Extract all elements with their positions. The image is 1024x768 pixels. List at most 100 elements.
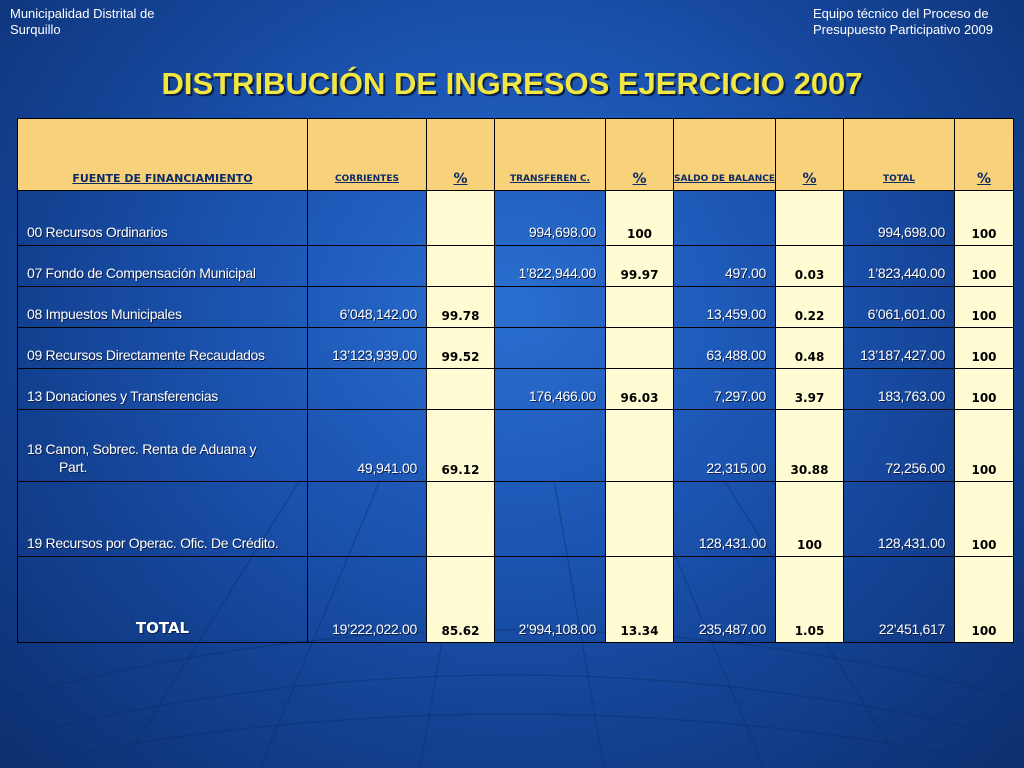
row-2-saldo: 13,459.00 [673, 286, 776, 328]
row-6-pct2 [605, 481, 674, 557]
header-right-line2: Presupuesto Participativo 2009 [813, 22, 993, 37]
row-0-total: 994,698.00 [843, 190, 955, 246]
table-row: 09 Recursos Directamente Recaudados 13’1… [17, 327, 1014, 369]
header-right-line1: Equipo técnico del Proceso de [813, 6, 989, 21]
row-2-pct2 [605, 286, 674, 328]
row-6-total: 128,431.00 [843, 481, 955, 557]
row-2-fuente: 08 Impuestos Municipales [17, 286, 308, 328]
row-6-corrientes [307, 481, 427, 557]
row-4-pct1 [426, 368, 495, 410]
header-transferencias: TRANSFEREN C. [494, 118, 606, 191]
row-6-fuente: 19 Recursos por Operac. Ofic. De Crédito… [17, 481, 308, 557]
row-0-corrientes [307, 190, 427, 246]
row-5-transferencias [494, 409, 606, 482]
total-pct1: 85.62 [426, 556, 495, 643]
total-corrientes: 19’222,022.00 [307, 556, 427, 643]
row-4-pct2: 96.03 [605, 368, 674, 410]
header-left-line1: Municipalidad Distrital de [10, 6, 155, 21]
row-4-pct3: 3.97 [775, 368, 844, 410]
row-3-fuente: 09 Recursos Directamente Recaudados [17, 327, 308, 369]
header-pct-saldo: % [775, 118, 844, 191]
row-5-pct3: 30.88 [775, 409, 844, 482]
table-header-row: FUENTE DE FINANCIAMIENTO CORRIENTES % TR… [17, 118, 1014, 191]
header-left-line2: Surquillo [10, 22, 61, 37]
row-5-fuente: 18 Canon, Sobrec. Renta de Aduana y Part. [17, 409, 308, 482]
row-6-transferencias [494, 481, 606, 557]
row-1-saldo: 497.00 [673, 245, 776, 287]
page-title: DISTRIBUCIÓN DE INGRESOS EJERCICIO 2007 [161, 66, 863, 101]
header-fuente: FUENTE DE FINANCIAMIENTO [17, 118, 308, 191]
row-4-corrientes [307, 368, 427, 410]
header-saldo: SALDO DE BALANCE [673, 118, 776, 191]
row-0-fuente: 00 Recursos Ordinarios [17, 190, 308, 246]
row-6-pct4: 100 [954, 481, 1014, 557]
table-row: 18 Canon, Sobrec. Renta de Aduana y Part.… [17, 409, 1014, 482]
total-total: 22’451,617 [843, 556, 955, 643]
row-2-transferencias [494, 286, 606, 328]
row-2-pct3: 0.22 [775, 286, 844, 328]
total-pct4: 100 [954, 556, 1014, 643]
header-pct-corrientes: % [426, 118, 495, 191]
total-label: TOTAL [17, 556, 308, 643]
row-4-total: 183,763.00 [843, 368, 955, 410]
total-transferencias: 2’994,108.00 [494, 556, 606, 643]
row-0-pct1 [426, 190, 495, 246]
row-3-pct4: 100 [954, 327, 1014, 369]
row-1-total: 1’823,440.00 [843, 245, 955, 287]
row-0-pct3 [775, 190, 844, 246]
row-4-transferencias: 176,466.00 [494, 368, 606, 410]
header-pct-transferencias: % [605, 118, 674, 191]
header-left: Municipalidad Distrital de Surquillo [10, 6, 230, 38]
header-total: TOTAL [843, 118, 955, 191]
header-pct-total: % [954, 118, 1014, 191]
table-row: 00 Recursos Ordinarios 994,698.00 100 99… [17, 190, 1014, 246]
row-4-pct4: 100 [954, 368, 1014, 410]
row-3-corrientes: 13’123,939.00 [307, 327, 427, 369]
row-3-saldo: 63,488.00 [673, 327, 776, 369]
row-5-saldo: 22,315.00 [673, 409, 776, 482]
row-0-pct2: 100 [605, 190, 674, 246]
row-6-pct3: 100 [775, 481, 844, 557]
total-saldo: 235,487.00 [673, 556, 776, 643]
row-2-pct4: 100 [954, 286, 1014, 328]
row-4-saldo: 7,297.00 [673, 368, 776, 410]
row-3-pct1: 99.52 [426, 327, 495, 369]
income-distribution-table: FUENTE DE FINANCIAMIENTO CORRIENTES % TR… [17, 118, 1014, 643]
row-3-pct3: 0.48 [775, 327, 844, 369]
row-1-pct1 [426, 245, 495, 287]
table-row: 19 Recursos por Operac. Ofic. De Crédito… [17, 481, 1014, 557]
row-5-fuente-line1: 18 Canon, Sobrec. Renta de Aduana y [27, 441, 257, 457]
row-1-pct4: 100 [954, 245, 1014, 287]
table-row: 07 Fondo de Compensación Municipal 1’822… [17, 245, 1014, 287]
row-6-saldo: 128,431.00 [673, 481, 776, 557]
row-0-saldo [673, 190, 776, 246]
row-5-pct2 [605, 409, 674, 482]
row-5-pct1: 69.12 [426, 409, 495, 482]
row-2-total: 6’061,601.00 [843, 286, 955, 328]
row-4-fuente: 13 Donaciones y Transferencias [17, 368, 308, 410]
row-2-pct1: 99.78 [426, 286, 495, 328]
table-row: 08 Impuestos Municipales 6’048,142.00 99… [17, 286, 1014, 328]
row-0-transferencias: 994,698.00 [494, 190, 606, 246]
row-5-corrientes: 49,941.00 [307, 409, 427, 482]
row-5-fuente-line2: Part. [59, 459, 88, 475]
row-5-pct4: 100 [954, 409, 1014, 482]
table-row: 13 Donaciones y Transferencias 176,466.0… [17, 368, 1014, 410]
row-3-total: 13’187,427.00 [843, 327, 955, 369]
row-3-transferencias [494, 327, 606, 369]
header-right: Equipo técnico del Proceso de Presupuest… [813, 6, 1018, 38]
row-0-pct4: 100 [954, 190, 1014, 246]
row-2-corrientes: 6’048,142.00 [307, 286, 427, 328]
total-row: TOTAL 19’222,022.00 85.62 2’994,108.00 1… [17, 556, 1014, 643]
total-pct3: 1.05 [775, 556, 844, 643]
row-5-total: 72,256.00 [843, 409, 955, 482]
row-6-pct1 [426, 481, 495, 557]
row-1-pct3: 0.03 [775, 245, 844, 287]
header-corrientes: CORRIENTES [307, 118, 427, 191]
row-1-fuente: 07 Fondo de Compensación Municipal [17, 245, 308, 287]
row-3-pct2 [605, 327, 674, 369]
total-pct2: 13.34 [605, 556, 674, 643]
row-1-pct2: 99.97 [605, 245, 674, 287]
row-1-corrientes [307, 245, 427, 287]
row-1-transferencias: 1’822,944.00 [494, 245, 606, 287]
